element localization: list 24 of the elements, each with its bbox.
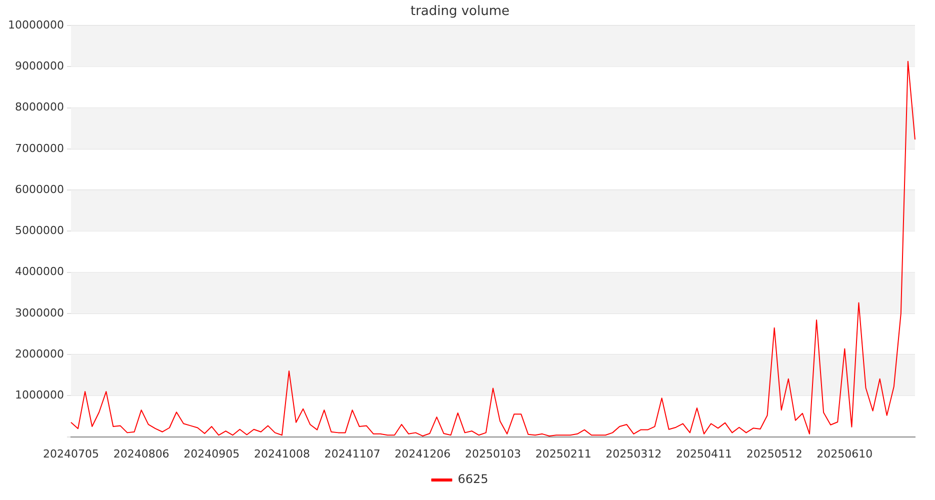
y-tick-label: 1000000: [14, 388, 64, 402]
x-tick-label: 20250411: [676, 447, 732, 460]
y-tick-label: 2000000: [14, 347, 64, 360]
y-tick-label: 3000000: [14, 306, 64, 320]
y-tick-label: 8000000: [14, 100, 64, 114]
x-tick-label: 20250312: [606, 447, 662, 460]
x-tick-label: 20250512: [746, 447, 802, 460]
x-tick-label: 20241107: [324, 447, 380, 460]
y-tick-label: 10000000: [8, 18, 64, 32]
x-tick-label: 20250610: [816, 447, 873, 460]
x-tick-label: 20250211: [535, 447, 592, 460]
x-tick-label: 20241206: [394, 447, 451, 460]
x-tick-label: 20241008: [254, 447, 310, 460]
y-tick-label: 6000000: [14, 182, 64, 196]
y-tick-label: 7000000: [14, 142, 64, 155]
x-tick-label: 20250103: [464, 447, 521, 460]
y-tick-label: 5000000: [14, 224, 64, 238]
x-tick-label: 20240905: [184, 447, 240, 460]
x-tick-label: 20240806: [113, 447, 170, 460]
y-tick-label: 4000000: [14, 265, 64, 278]
y-tick-label: 9000000: [14, 60, 64, 73]
chart-title: trading volume: [410, 4, 510, 20]
legend-label: 6625: [458, 472, 488, 486]
x-tick-label: 20240705: [42, 447, 99, 460]
